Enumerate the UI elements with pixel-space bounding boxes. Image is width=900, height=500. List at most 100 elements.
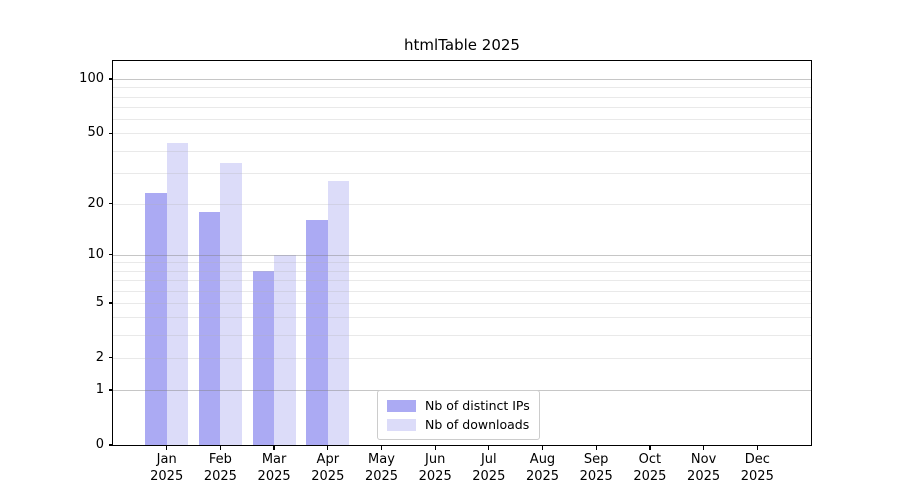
gridline-major [113,254,811,256]
x-tick-year: 2025 [418,468,452,484]
x-tick-month: Jul [480,452,497,467]
y-axis-tick-label: 10 [87,246,104,262]
x-axis-tick-label: Jul 2025 [457,452,521,485]
y-axis-tick [109,132,113,134]
x-tick-month: Feb [208,452,232,467]
bar-apr-downloads [327,180,350,445]
x-tick-month: May [368,452,395,467]
x-axis-tick-label: Nov 2025 [672,452,736,485]
x-tick-year: 2025 [579,468,613,484]
y-axis-tick-label: 100 [79,71,104,86]
y-axis-tick-label: 50 [87,125,104,141]
gridline-minor [113,280,811,282]
x-axis-tick [327,445,329,450]
bar-feb-downloads [220,163,242,445]
x-axis-tick-label: Feb 2025 [188,452,252,485]
gridline-minor [113,270,811,272]
x-axis-tick-label: Mar 2025 [242,452,306,485]
x-tick-month: Mar [261,452,287,467]
y-axis-tick [109,389,113,391]
bar-feb-ips [198,211,221,445]
x-tick-year: 2025 [687,468,721,484]
plot-area [113,61,811,445]
x-tick-month: Apr [316,452,340,467]
gridline-minor [113,150,811,152]
y-axis-tick [109,302,113,304]
x-axis-tick [649,445,651,450]
gridline-minor [113,203,811,205]
x-axis-tick-label: Jan 2025 [135,452,199,485]
gridline-minor [113,107,811,108]
y-axis-tick-label: 5 [95,294,104,310]
x-axis-tick [219,445,221,450]
x-axis-tick [488,445,490,450]
legend-swatch [387,399,416,412]
x-axis-tick [166,445,168,450]
x-tick-month: Jan [156,452,177,467]
x-tick-year: 2025 [257,468,291,484]
bar-apr-ips [306,220,328,445]
gridline-minor [113,357,811,359]
x-axis-tick-label: Sep 2025 [564,452,628,485]
bar-mar-downloads [274,254,296,445]
x-axis-tick-label: Apr 2025 [296,452,360,485]
legend-label: Nb of downloads [425,417,530,432]
gridline-major [113,79,811,80]
x-tick-year: 2025 [150,468,184,484]
chart-title: htmlTable 2025 [404,36,520,54]
legend-item: Nb of distinct IPs [387,398,530,413]
gridline-minor [113,119,811,120]
gridline-minor [113,335,811,337]
x-tick-month: Jun [425,452,446,467]
gridline-minor [113,87,811,89]
x-axis-tick [380,445,383,450]
y-axis-tick-label: 1 [95,382,104,397]
x-tick-year: 2025 [203,468,237,484]
x-tick-month: Aug [529,452,556,467]
y-axis-tick [109,78,113,80]
legend-swatch [387,418,416,431]
x-tick-month: Dec [744,452,770,467]
gridline-minor [113,290,811,292]
legend: Nb of distinct IPs Nb of downloads [377,390,540,440]
x-axis-tick [434,445,436,450]
y-axis-tick [109,444,113,446]
x-tick-year: 2025 [311,468,345,484]
gridline-minor [113,96,811,98]
gridline-minor [113,133,811,135]
x-axis-tick [541,445,544,450]
x-axis-tick-label: Dec 2025 [725,452,789,485]
x-tick-year: 2025 [740,468,774,484]
x-tick-month: Sep [583,452,609,467]
bar-jan-ips [145,193,167,445]
gridline-minor [113,302,811,304]
x-axis-tick-label: May 2025 [350,452,414,485]
bar-jan-downloads [166,143,189,445]
x-tick-month: Nov [690,452,717,467]
gridline-minor [113,262,811,264]
y-axis-tick [109,357,113,359]
x-tick-year: 2025 [633,468,667,484]
y-axis-tick [109,254,113,256]
x-tick-year: 2025 [525,468,560,484]
x-tick-year: 2025 [472,468,506,484]
x-tick-year: 2025 [364,468,399,484]
y-axis-tick-label: 2 [95,349,104,365]
x-axis-tick-label: Jun 2025 [403,452,467,485]
y-axis-tick [109,202,113,205]
bar-mar-ips [252,270,275,445]
x-axis-tick [703,445,705,450]
x-axis-tick [273,445,275,450]
x-axis-tick [595,445,597,450]
gridline-minor [113,172,811,174]
gridline-minor [113,317,811,319]
x-axis-tick-label: Oct 2025 [618,452,682,485]
y-axis-tick-label: 20 [87,195,104,211]
legend-item: Nb of downloads [387,417,530,432]
x-axis-tick [756,445,758,450]
legend-label: Nb of distinct IPs [425,398,530,413]
y-axis-tick-label: 0 [95,437,104,452]
x-tick-month: Oct [638,452,662,467]
x-axis-tick-label: Aug 2025 [511,452,575,485]
